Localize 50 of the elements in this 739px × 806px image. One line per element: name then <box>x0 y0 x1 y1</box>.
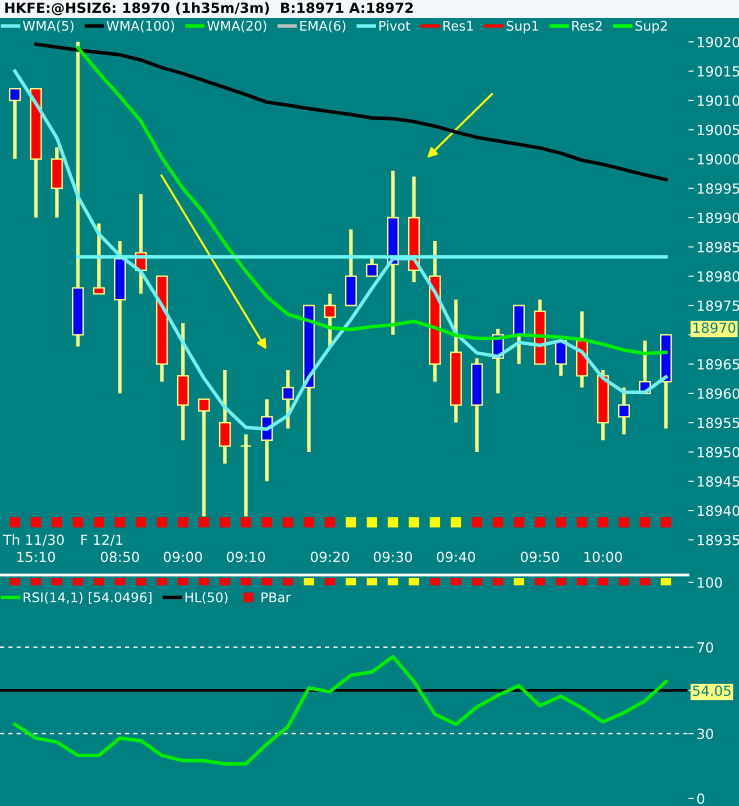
y-tick-label: 18945 <box>698 476 739 487</box>
legend-label: WMA(20) <box>207 20 266 32</box>
x-tick-label: 10:00 <box>584 552 622 562</box>
candlestick <box>282 370 294 429</box>
x-tick-label: 09:00 <box>164 552 202 562</box>
legend-label: Sup2 <box>636 20 667 34</box>
x-tick-label: 09:40 <box>436 552 476 562</box>
legend-label: RSI(14,1) [54.0496] <box>24 592 152 604</box>
x-tick-label: 15:10 <box>17 552 56 562</box>
y-tick-label: 30 <box>697 728 714 740</box>
legend-label: HL(50) <box>186 592 228 604</box>
legend-label: WMA(100) <box>106 20 174 32</box>
y-tick-label: 0 <box>697 793 704 804</box>
y-tick-label: 18955 <box>698 418 739 428</box>
legend-label: Sup1 <box>506 20 538 34</box>
line-series <box>13 69 668 431</box>
candlestick <box>8 88 21 160</box>
line-series <box>13 654 668 766</box>
text: 54.05 <box>693 686 731 696</box>
legend-label: Pivot <box>379 20 410 31</box>
y-tick-label: 18935 <box>698 534 739 546</box>
legend-label: PBar <box>262 592 291 602</box>
x-tick-label: 09:10 <box>226 552 266 562</box>
legend-label: WMA(5) <box>22 20 74 32</box>
line-series <box>34 42 668 182</box>
text: 18970 <box>694 322 736 334</box>
annotation: Th 11/30 <box>2 534 64 546</box>
line-series <box>76 46 668 356</box>
y-tick-label: 18975 <box>698 300 739 311</box>
annotation: F 12/1 <box>81 534 122 546</box>
candlestick <box>618 388 630 434</box>
y-tick-label: 70 <box>697 642 714 653</box>
y-tick-label: 18995 <box>698 183 739 194</box>
legend-label: Res2 <box>572 20 602 31</box>
y-tick-label: 18985 <box>698 242 739 252</box>
chart-title: HKFE:@HSIZ6: 18970 (1h35m/3m) B:18971 A:18972 <box>5 2 413 16</box>
candlestick <box>240 434 252 516</box>
legend-label: Res1 <box>444 21 473 31</box>
candlestick <box>324 294 336 347</box>
x-tick-label: 09:20 <box>310 552 350 562</box>
y-tick-label: 18965 <box>698 359 739 370</box>
candlestick <box>218 370 231 464</box>
candlestick <box>366 258 378 277</box>
x-tick-label: 08:50 <box>100 552 140 562</box>
x-tick-label: 09:50 <box>520 552 560 562</box>
x-tick-label: 09:30 <box>374 552 412 562</box>
y-tick-label: 19015 <box>698 66 739 77</box>
y-tick-label: 19005 <box>698 124 739 136</box>
y-tick-label: 100 <box>698 577 722 588</box>
legend-label: EMA(6) <box>300 20 346 32</box>
